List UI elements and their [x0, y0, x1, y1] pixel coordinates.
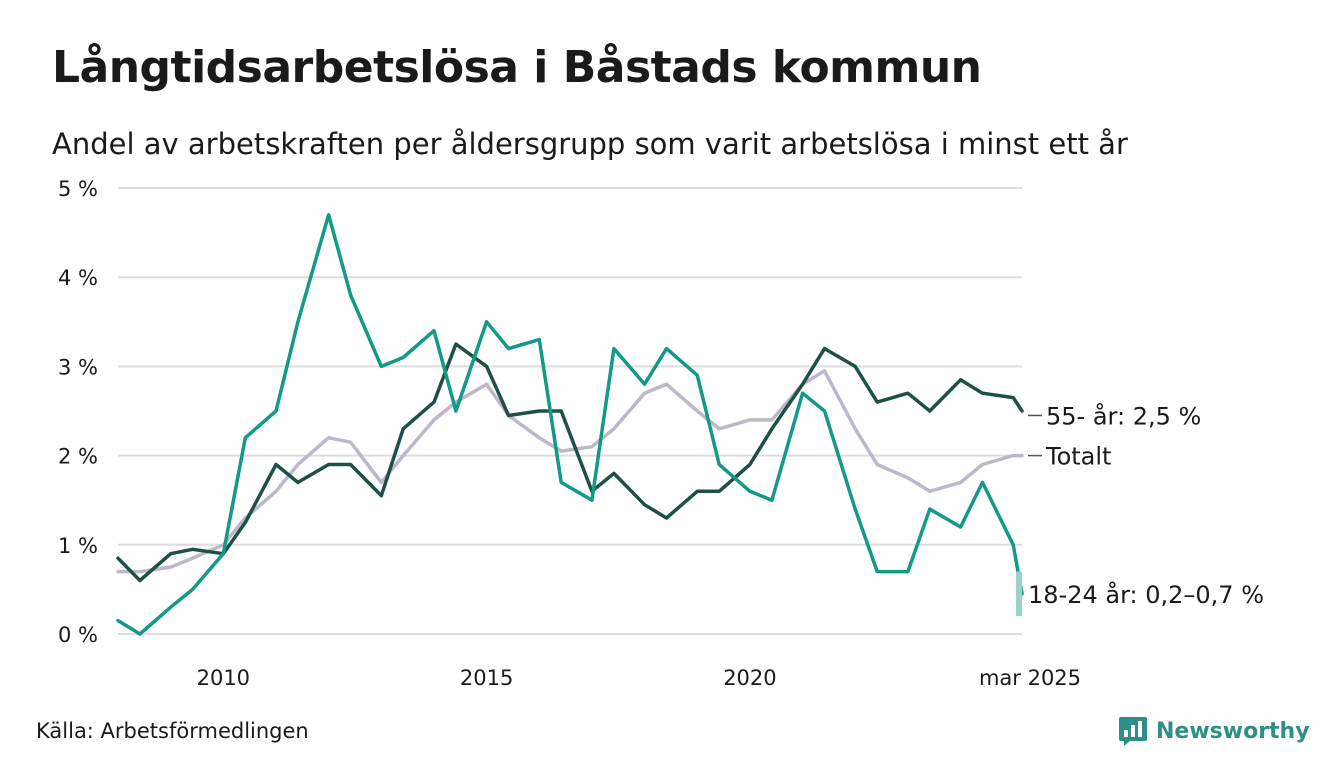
- brand-logo[interactable]: Newsworthy: [1118, 714, 1310, 748]
- newsworthy-logo-icon: [1119, 717, 1147, 746]
- x-tick-label: 2010: [197, 666, 250, 690]
- y-tick-label: 3 %: [58, 355, 98, 379]
- y-tick-label: 2 %: [58, 445, 98, 469]
- x-tick-label: mar 2025: [979, 666, 1081, 690]
- y-tick-label: 5 %: [58, 177, 98, 201]
- x-tick-label: 2020: [723, 666, 776, 690]
- x-tick-label: 2015: [460, 666, 513, 690]
- chart-subtitle: Andel av arbetskraften per åldersgrupp s…: [52, 127, 1128, 161]
- source-note: Källa: Arbetsförmedlingen: [36, 719, 309, 743]
- y-tick-label: 1 %: [58, 534, 98, 558]
- y-tick-label: 4 %: [58, 266, 98, 290]
- series-end-label: 55- år: 2,5 %: [1046, 401, 1201, 430]
- y-tick-label: 0 %: [58, 623, 98, 647]
- brand-name: Newsworthy: [1156, 718, 1310, 744]
- chart-title: Långtidsarbetslösa i Båstads kommun: [52, 42, 982, 93]
- series-line: [116, 342, 1024, 583]
- series-end-label: Totalt: [1045, 443, 1111, 471]
- series-end-label: 18-24 år: 0,2–0,7 %: [1028, 580, 1264, 609]
- series-line: [116, 213, 1024, 636]
